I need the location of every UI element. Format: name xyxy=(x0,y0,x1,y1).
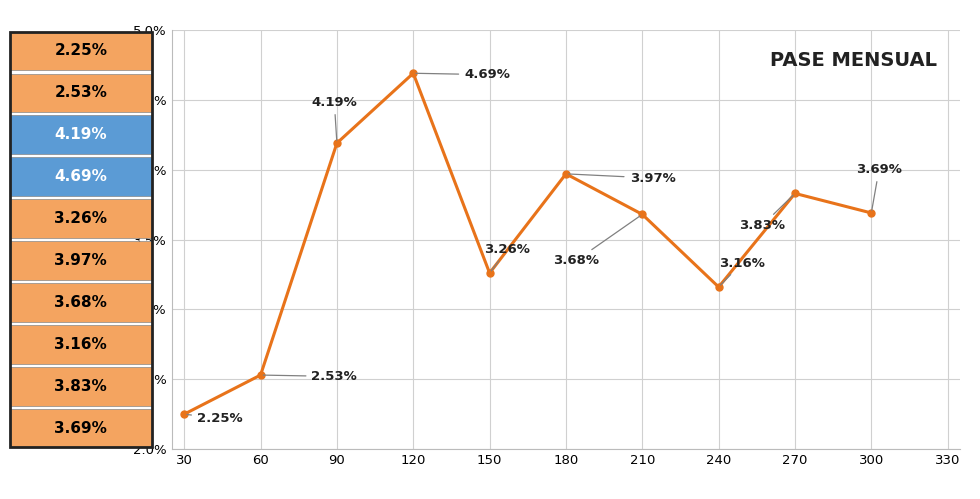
Text: 4.19%: 4.19% xyxy=(312,96,358,140)
Text: 3.68%: 3.68% xyxy=(55,295,107,310)
Text: 3.97%: 3.97% xyxy=(568,172,675,185)
FancyBboxPatch shape xyxy=(10,367,152,406)
Text: 3.16%: 3.16% xyxy=(55,337,107,352)
FancyBboxPatch shape xyxy=(10,157,152,196)
Text: 3.83%: 3.83% xyxy=(739,195,793,232)
FancyBboxPatch shape xyxy=(10,325,152,364)
Text: 3.68%: 3.68% xyxy=(554,216,640,267)
Text: PASE MENSUAL: PASE MENSUAL xyxy=(769,51,937,70)
Text: 3.16%: 3.16% xyxy=(718,257,764,285)
Text: 2.53%: 2.53% xyxy=(55,85,107,100)
FancyBboxPatch shape xyxy=(10,115,152,154)
FancyBboxPatch shape xyxy=(10,73,152,112)
FancyBboxPatch shape xyxy=(10,199,152,238)
Text: 3.69%: 3.69% xyxy=(55,421,107,436)
Text: 3.83%: 3.83% xyxy=(55,379,107,394)
Text: 4.69%: 4.69% xyxy=(55,169,107,184)
Text: 4.69%: 4.69% xyxy=(416,68,510,81)
Text: 2.25%: 2.25% xyxy=(187,412,243,425)
FancyBboxPatch shape xyxy=(10,283,152,322)
Text: 2.25%: 2.25% xyxy=(54,43,108,58)
FancyBboxPatch shape xyxy=(10,409,152,448)
Text: 3.97%: 3.97% xyxy=(55,253,107,268)
FancyBboxPatch shape xyxy=(10,31,152,70)
Text: 4.19%: 4.19% xyxy=(55,127,107,142)
Text: 3.26%: 3.26% xyxy=(484,243,530,271)
Text: 3.26%: 3.26% xyxy=(54,211,108,226)
Text: 2.53%: 2.53% xyxy=(264,370,358,383)
FancyBboxPatch shape xyxy=(10,241,152,280)
Text: 3.69%: 3.69% xyxy=(857,163,902,210)
